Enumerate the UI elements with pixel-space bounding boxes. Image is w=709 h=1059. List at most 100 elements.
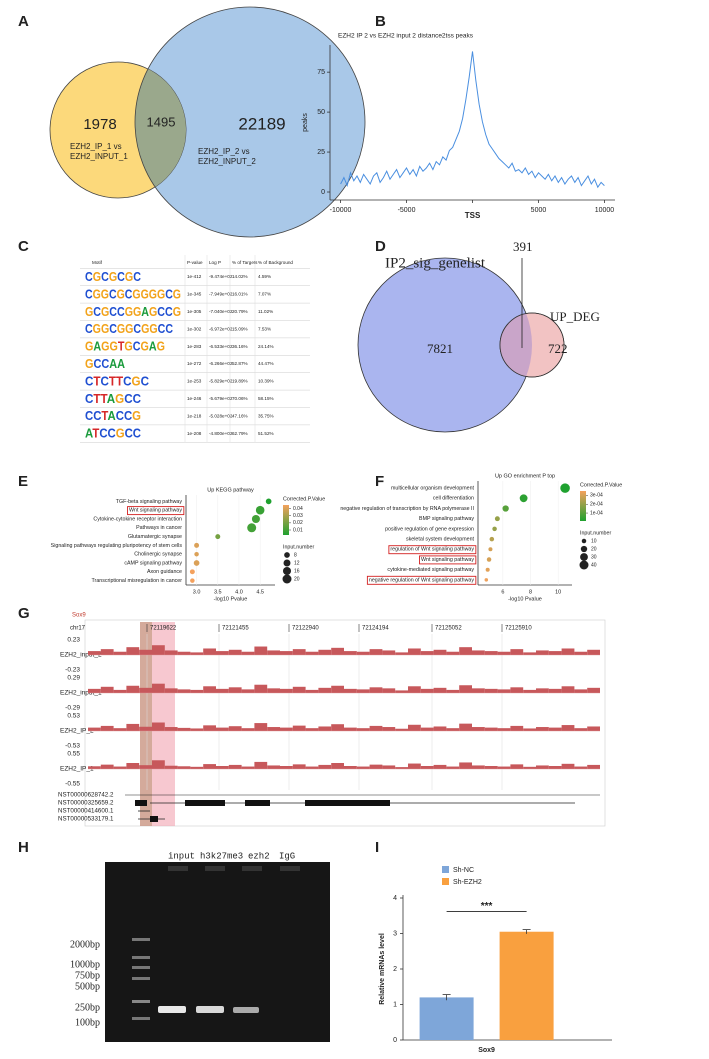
x-tick-label: 10: [555, 589, 561, 595]
x-axis-label: -log10 Pvalue: [508, 596, 542, 602]
track-range: -0.23: [65, 667, 80, 674]
ladder-label: 500bp: [75, 981, 100, 992]
venn-label: EZH2_IP_1 vs: [70, 142, 122, 151]
signal-bar: [292, 725, 306, 731]
signal-bar: [177, 766, 191, 769]
table-cell: 36.16%: [232, 344, 248, 349]
gene-name: Sox9: [72, 613, 86, 619]
venn-outline: [134, 6, 366, 238]
signal-bar: [152, 760, 165, 769]
signal-bar: [408, 724, 421, 731]
y-tick-label: Wnt signaling pathway: [129, 508, 182, 514]
size-tick-label: 12: [294, 560, 300, 566]
signal-bar: [305, 728, 319, 731]
dot: [193, 560, 200, 566]
signal-bar: [216, 766, 229, 769]
coordinate-label: 72119622: [150, 626, 177, 632]
signal-bar: [216, 727, 229, 731]
signal-bar: [318, 649, 332, 655]
motif-logo: CTCTTCGC: [85, 374, 150, 389]
signal-bar: [203, 764, 216, 769]
signal-bar: [241, 689, 255, 693]
signal-bar: [561, 648, 575, 655]
x-tick-label: 4.0: [235, 589, 243, 595]
signal-bar: [523, 766, 536, 769]
signal-bar: [190, 689, 204, 693]
signal-bar: [113, 728, 127, 731]
venn-count: 1978: [83, 116, 116, 133]
track-name: EZH2_IP_2: [60, 728, 94, 735]
coordinate-label: 72124194: [362, 626, 389, 632]
y-axis-label: Relative mRNAs level: [379, 933, 386, 1005]
signal-bar: [216, 688, 229, 693]
transcript-name: NST00000628742.2: [58, 792, 114, 799]
y-tick-label: TGF-beta signaling pathway: [116, 499, 183, 505]
x-tick-label: TSS: [465, 211, 481, 220]
dot: [484, 578, 489, 582]
bar: [419, 997, 474, 1040]
lane-label: h3k27me3: [200, 851, 243, 861]
signal-bar: [292, 764, 306, 769]
signal-bar: [587, 764, 600, 769]
y-tick-label: 50: [317, 109, 325, 116]
y-tick-label: Wnt signaling pathway: [421, 557, 474, 563]
lane-label: ezh2: [248, 851, 270, 861]
signal-bar: [446, 651, 460, 655]
signal-bar: [369, 687, 383, 693]
x-tick-label: -10000: [330, 207, 352, 214]
bar: [499, 931, 554, 1040]
venn-name: IP2_sig_genelist: [385, 255, 486, 271]
dot: [255, 505, 265, 515]
ladder-label: 250bp: [75, 1002, 100, 1013]
signal-bar: [382, 688, 396, 693]
lane-label: IgG: [279, 851, 295, 861]
signal-bar: [574, 728, 588, 731]
signal-bar: [382, 727, 396, 731]
y-tick-label: Transcriptional misregulation in cancer: [92, 578, 183, 584]
signal-bar: [510, 687, 524, 693]
track-frame: [84, 619, 606, 827]
size-key: [580, 545, 588, 553]
x-tick-label: 5000: [531, 207, 547, 214]
signal-bar: [510, 725, 524, 731]
highlight-box: [366, 575, 477, 585]
signal-bar: [241, 766, 255, 769]
size-key: [282, 566, 292, 576]
signal-bar: [408, 648, 421, 655]
track-range: -0.29: [65, 705, 80, 712]
y-tick-label: Axon guidance: [147, 569, 182, 575]
track-name: EZH2_IP_1: [60, 766, 94, 773]
size-tick-label: 8: [294, 552, 297, 558]
chrom-label: chr17: [70, 626, 86, 632]
signal-bar: [344, 727, 357, 731]
signal-bar: [433, 687, 447, 693]
size-tick-label: 16: [294, 568, 300, 574]
signal-bar: [382, 765, 396, 769]
table-cell: 1e-302: [187, 326, 202, 331]
chart-title: Up GO enrichment P top: [495, 473, 555, 479]
color-tick-label: 0.03: [293, 513, 303, 519]
color-tick-label: 3e-04: [590, 493, 603, 499]
signal-bar: [408, 763, 421, 769]
y-tick-label: Glutamatergic synapse: [128, 534, 182, 540]
signal-bar: [152, 683, 165, 693]
table-cell: 1e-208: [187, 431, 202, 436]
x-tick-label: 3.0: [193, 589, 201, 595]
table-cell: 1e-253: [187, 379, 202, 384]
y-tick-label: 1: [393, 1001, 397, 1008]
panel-label: E: [18, 473, 28, 490]
venn-label: EZH2_IP_2 vs: [198, 147, 250, 156]
signal-bar: [331, 685, 344, 693]
signal-bar: [459, 762, 472, 769]
signal-bar: [344, 688, 357, 693]
signal-bar: [241, 651, 255, 655]
table-cell: 35.75%: [258, 413, 274, 418]
dot: [489, 536, 495, 542]
signal-bar: [536, 650, 549, 655]
table-cell: -5.028e+02: [209, 413, 233, 418]
signal-bar: [472, 765, 485, 769]
signal-bar: [472, 688, 485, 693]
venn-overlap: [135, 62, 186, 198]
venn-label: EZH2_INPUT_1: [70, 152, 128, 161]
table-cell: 1e-272: [187, 361, 202, 366]
